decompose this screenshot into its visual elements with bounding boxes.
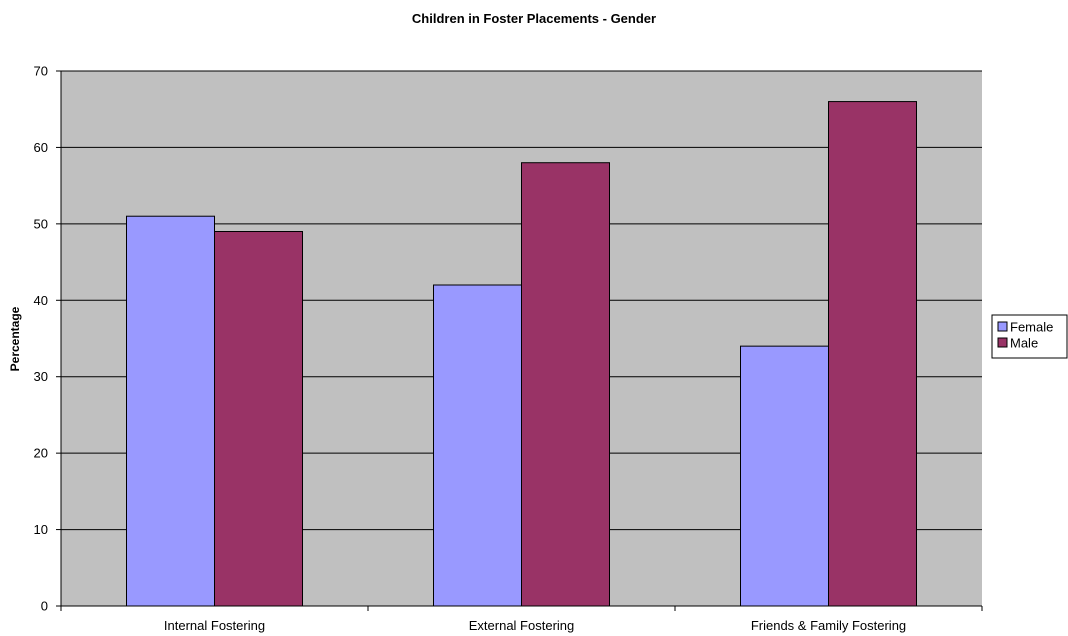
y-tick-label: 20 <box>34 446 48 461</box>
y-tick-label: 0 <box>41 599 48 614</box>
x-tick-label: Friends & Family Fostering <box>751 618 906 633</box>
bar-female-1 <box>126 215 215 607</box>
y-tick-label: 40 <box>34 293 48 308</box>
x-tick-label: Internal Fostering <box>164 618 265 633</box>
y-tick-label: 50 <box>34 216 48 231</box>
x-tick-label: External Fostering <box>469 618 575 633</box>
y-tick-label: 30 <box>34 369 48 384</box>
y-tick-label: 60 <box>34 140 48 155</box>
y-tick-label: 70 <box>34 64 48 79</box>
bar-female-2 <box>433 284 522 607</box>
bar-male-2 <box>521 162 610 607</box>
bar-male-3 <box>828 101 917 607</box>
legend-swatch-female <box>997 321 1008 332</box>
bar-male-1 <box>214 231 303 607</box>
axes <box>56 70 983 611</box>
bar-female-3 <box>740 345 829 607</box>
y-tick-labels: 0 10 20 30 40 50 60 70 <box>34 64 48 614</box>
legend-label-female: Female <box>1010 320 1053 335</box>
chart-title: Children in Foster Placements - Gender <box>412 11 656 26</box>
legend-label-male: Male <box>1010 336 1038 351</box>
y-axis-label: Percentage <box>8 306 22 371</box>
x-tick-labels: Internal Fostering External Fostering Frie… <box>164 618 906 633</box>
legend-swatch-male <box>997 337 1008 348</box>
y-tick-label: 10 <box>34 522 48 537</box>
